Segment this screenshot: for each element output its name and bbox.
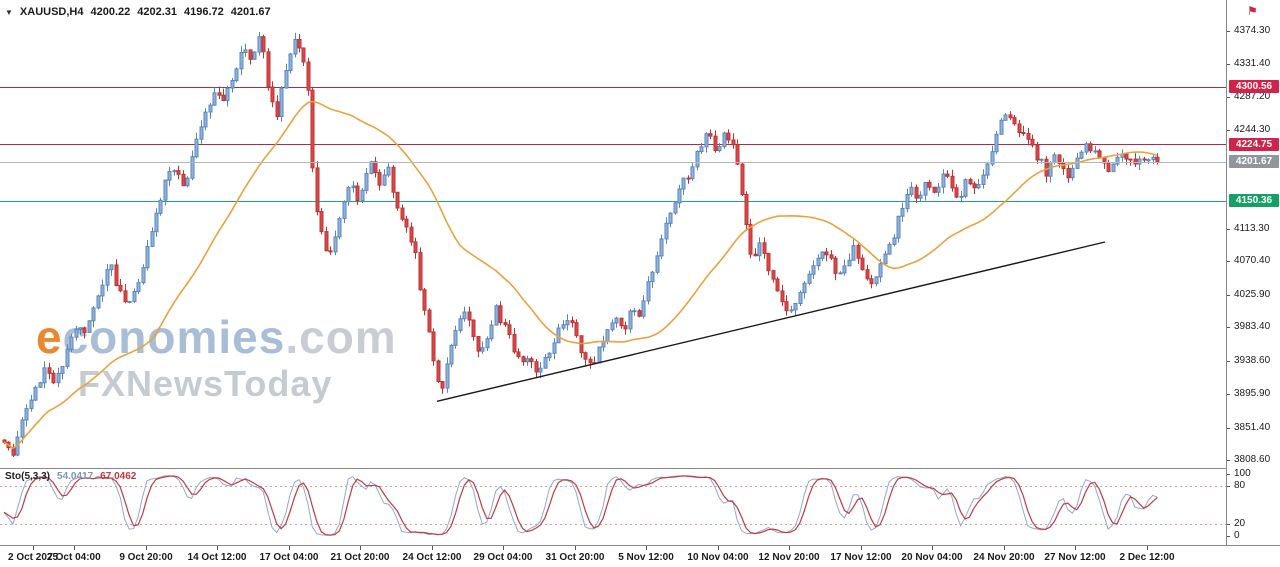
price-axis-tick bbox=[1227, 229, 1230, 230]
ohlc-close: 4201.67 bbox=[230, 6, 271, 18]
price-chart-area[interactable]: economies.com FXNewsToday ▼ XAUUSD,H4 42… bbox=[0, 0, 1226, 468]
sto-axis-tick bbox=[1227, 474, 1230, 475]
price-axis-label: 4374.30 bbox=[1234, 25, 1271, 36]
price-axis-label: 4287.20 bbox=[1234, 91, 1271, 103]
time-axis-label: 27 Nov 12:00 bbox=[1044, 552, 1106, 563]
time-axis-label: 17 Oct 04:00 bbox=[259, 552, 319, 563]
stochastic-main-line bbox=[3, 475, 1158, 536]
price-axis-tick bbox=[1227, 31, 1230, 32]
time-axis-tick bbox=[718, 546, 719, 550]
time-axis-label: 29 Oct 04:00 bbox=[473, 552, 533, 563]
sto-axis-label: 80 bbox=[1234, 480, 1246, 492]
price-axis-tick bbox=[1227, 97, 1230, 98]
stochastic-signal-line bbox=[3, 475, 1158, 536]
price-axis-label: 3983.40 bbox=[1234, 321, 1271, 333]
time-axis-tick bbox=[1147, 546, 1148, 550]
time-axis-label: 24 Oct 12:00 bbox=[402, 552, 462, 563]
price-badge-4150.36: 4150.36 bbox=[1229, 194, 1279, 208]
level-lines[interactable] bbox=[0, 87, 1226, 202]
time-axis-tick bbox=[1004, 546, 1005, 550]
time-axis-tick bbox=[503, 546, 504, 550]
sto-axis-tick bbox=[1227, 524, 1230, 525]
ohlc-open: 4200.22 bbox=[90, 6, 131, 18]
price-axis-tick bbox=[1227, 327, 1230, 328]
price-axis-tick bbox=[1227, 460, 1230, 461]
price-axis-label: 4244.30 bbox=[1234, 123, 1271, 135]
price-axis-label: 3851.40 bbox=[1234, 421, 1271, 433]
time-axis-label: 24 Nov 20:00 bbox=[973, 552, 1035, 563]
price-axis-tick bbox=[1227, 130, 1230, 131]
time-axis-label: 21 Oct 20:00 bbox=[330, 552, 390, 563]
moving-average-line[interactable] bbox=[3, 100, 1158, 450]
time-axis-label: 9 Oct 20:00 bbox=[119, 552, 173, 563]
time-axis-tick bbox=[146, 546, 147, 550]
time-axis-tick bbox=[289, 546, 290, 550]
ohlc-low: 4196.72 bbox=[184, 6, 224, 18]
ascending-trendline[interactable] bbox=[436, 241, 1106, 402]
symbol-period-label: XAUUSD,H4 bbox=[19, 6, 84, 18]
price-axis-label: 3895.90 bbox=[1234, 387, 1271, 399]
price-axis-tick bbox=[1227, 64, 1230, 65]
time-axis-tick bbox=[861, 546, 862, 550]
time-axis-label: 31 Oct 20:00 bbox=[545, 552, 605, 563]
price-axis-label: 4113.30 bbox=[1234, 222, 1270, 234]
stochastic-signal-value: 67.0462 bbox=[100, 471, 137, 482]
chart-menu-icon[interactable]: ▼ bbox=[5, 7, 13, 17]
chart-ohlc-header: ▼ XAUUSD,H4 4200.22 4202.31 4196.72 4201… bbox=[5, 6, 271, 18]
time-axis-tick bbox=[575, 546, 576, 550]
price-axis-label: 4025.90 bbox=[1234, 289, 1271, 301]
time-axis-tick bbox=[789, 546, 790, 550]
time-axis-label: 20 Nov 04:00 bbox=[901, 552, 963, 563]
time-axis-label: 12 Nov 20:00 bbox=[758, 552, 820, 563]
alert-flag-icon: ⚑ bbox=[1247, 4, 1258, 18]
time-axis-label: 5 Nov 12:00 bbox=[618, 552, 674, 563]
sto-axis-label: 0 bbox=[1234, 530, 1240, 541]
ohlc-high: 4202.31 bbox=[137, 6, 178, 18]
stochastic-chart[interactable] bbox=[0, 469, 1226, 545]
time-axis-label: 14 Oct 12:00 bbox=[187, 552, 247, 563]
indicator-header: Sto(5,3,3) 54.0417 67.0462 bbox=[5, 471, 136, 482]
time-axis-label: 7 Oct 04:00 bbox=[47, 552, 101, 563]
time-axis-label: 17 Nov 12:00 bbox=[830, 552, 892, 563]
time-axis-label: 2 Oct 2025 bbox=[7, 552, 59, 563]
time-axis-tick bbox=[646, 546, 647, 550]
price-axis-tick bbox=[1227, 261, 1230, 262]
price-badge-4201.67: 4201.67 bbox=[1229, 155, 1279, 169]
candlestick-chart[interactable] bbox=[0, 0, 1226, 468]
time-axis-tick bbox=[33, 546, 34, 550]
time-axis[interactable]: 2 Oct 2025 7 Oct 04:00 9 Oct 20:00 14 Oct 1… bbox=[0, 545, 1280, 567]
price-axis-tick bbox=[1227, 361, 1230, 362]
stochastic-main-value: 54.0417 bbox=[57, 471, 94, 482]
sto-axis-tick bbox=[1227, 536, 1230, 537]
stochastic-panel[interactable]: Sto(5,3,3) 54.0417 67.0462 bbox=[0, 468, 1226, 545]
sto-axis-tick bbox=[1227, 486, 1230, 487]
price-axis-tick bbox=[1227, 428, 1230, 429]
price-axis-tick bbox=[1227, 394, 1230, 395]
time-axis-tick bbox=[932, 546, 933, 550]
time-axis-tick bbox=[360, 546, 361, 550]
indicator-name: Sto(5,3,3) bbox=[5, 471, 51, 482]
time-axis-tick bbox=[74, 546, 75, 550]
time-axis-tick bbox=[432, 546, 433, 550]
price-axis-label: 4331.40 bbox=[1234, 57, 1271, 69]
price-axis-label: 4070.40 bbox=[1234, 255, 1271, 267]
sto-axis-label: 100 bbox=[1234, 468, 1251, 479]
time-axis-tick bbox=[217, 546, 218, 550]
price-axis-tick bbox=[1227, 295, 1230, 296]
price-axis-label: 3808.60 bbox=[1234, 453, 1271, 465]
time-axis-tick bbox=[1075, 546, 1076, 550]
price-axis[interactable]: 4374.30 4331.40 4287.20 4244.30 4113.30 4070.… bbox=[1226, 0, 1280, 545]
price-badge-4224.75: 4224.75 bbox=[1229, 137, 1279, 151]
time-axis-label: 2 Dec 12:00 bbox=[1119, 552, 1175, 563]
price-badge-4300.56: 4300.56 bbox=[1229, 80, 1279, 94]
price-axis-label: 3938.60 bbox=[1234, 355, 1271, 367]
time-axis-label: 10 Nov 04:00 bbox=[687, 552, 749, 563]
candles-series bbox=[2, 32, 1160, 457]
sto-axis-label: 20 bbox=[1234, 517, 1246, 529]
